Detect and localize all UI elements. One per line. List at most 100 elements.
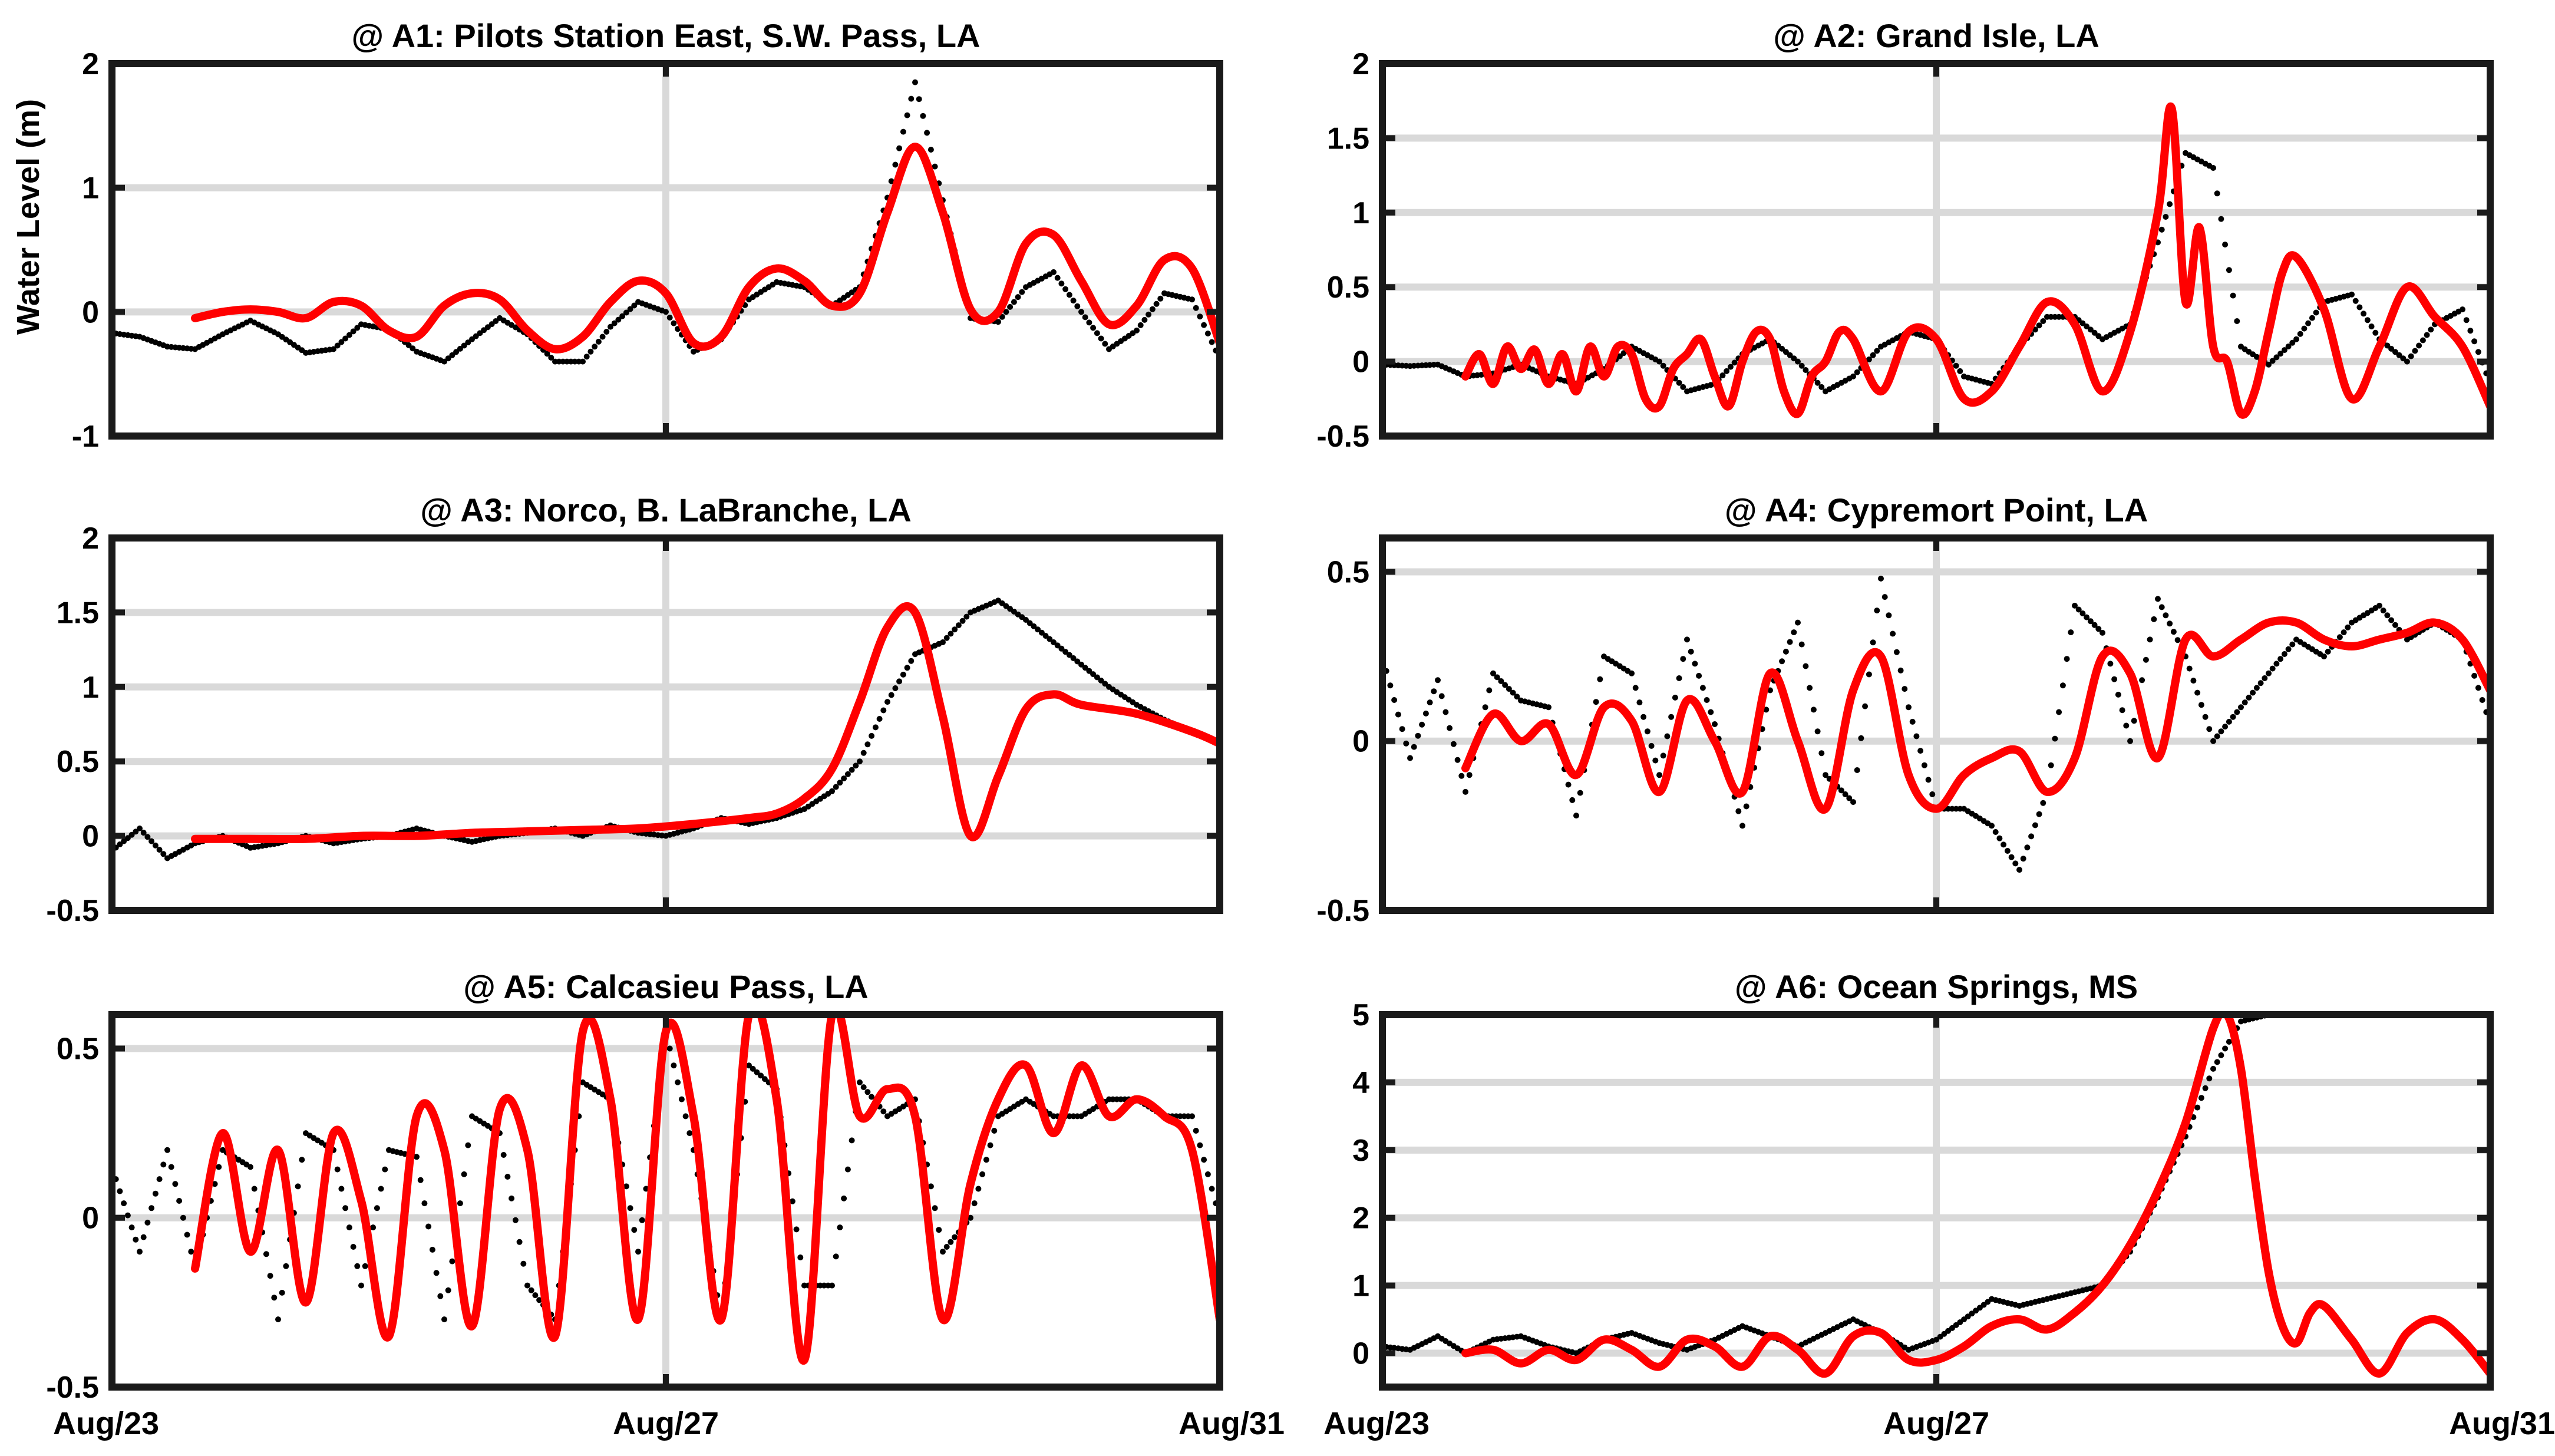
y-tick-label: 0 [82, 1201, 99, 1236]
data-point [888, 178, 894, 184]
data-point [453, 349, 460, 355]
y-tick-label: 0.5 [57, 745, 99, 779]
series-modeled [191, 1015, 1220, 1365]
chart-panel-2: -0.5 0 0.5 1 1.5 2 @ A2: Grand Isle, LA [1316, 17, 2494, 454]
data-point [2139, 677, 2145, 684]
data-point [2107, 661, 2114, 667]
data-point [844, 1166, 851, 1173]
data-point [2028, 833, 2035, 840]
y-tick-label: 1 [1352, 196, 1369, 230]
data-point [1431, 688, 1437, 695]
data-point [429, 1246, 435, 1253]
data-point [1094, 330, 1100, 336]
data-point [2266, 361, 2272, 368]
data-point [1466, 772, 1473, 778]
x-tick-label: Aug/27 [1883, 1406, 1989, 1441]
data-point [1157, 295, 1164, 302]
data-point [2463, 317, 2470, 323]
data-point [1062, 649, 1069, 655]
data-point [1141, 316, 1148, 323]
data-point [1003, 309, 1009, 315]
data-point [1209, 1186, 1215, 1192]
data-point [504, 1174, 511, 1180]
data-point [350, 328, 356, 335]
data-point [1810, 706, 1817, 713]
data-point [952, 626, 958, 633]
data-point [1007, 303, 1014, 310]
data-point [1209, 339, 1215, 345]
series-line [1461, 616, 2490, 814]
chart-panel-3: -0.5 0 0.5 1 1.5 2 @ A3: Norco, B. LaBranche, … [46, 491, 1223, 928]
data-point [2388, 617, 2395, 623]
series-modeled [191, 143, 1220, 354]
data-point [1779, 345, 1785, 352]
data-point [880, 707, 887, 714]
x-tick-label: Aug/23 [53, 1406, 159, 1441]
data-point [963, 613, 970, 620]
data-point [592, 344, 598, 350]
data-point [1870, 352, 1876, 358]
data-point [869, 1094, 875, 1100]
y-tick-label: 0 [1352, 725, 1369, 759]
data-point [2313, 309, 2319, 316]
data-point [849, 1137, 855, 1144]
data-point [2392, 349, 2398, 355]
data-point [1767, 687, 1773, 694]
data-point [635, 1249, 641, 1255]
data-point [457, 345, 463, 352]
data-point [797, 1254, 804, 1260]
data-point [2277, 351, 2284, 357]
data-point [932, 1205, 938, 1211]
data-point [382, 1166, 388, 1173]
data-point [1953, 362, 1959, 369]
data-point [948, 630, 954, 637]
data-point [860, 750, 867, 756]
data-point [849, 767, 855, 773]
data-point [833, 1253, 839, 1260]
data-point [1078, 309, 1084, 315]
data-point [876, 716, 883, 722]
data-point [1862, 703, 1869, 709]
data-point [370, 1224, 377, 1231]
data-point [2087, 618, 2094, 625]
data-point [405, 342, 412, 348]
data-point [678, 1096, 685, 1102]
data-point [1909, 718, 1916, 725]
data-point [2356, 304, 2363, 311]
data-point [2087, 326, 2094, 333]
data-point [615, 316, 622, 323]
data-point [959, 618, 966, 624]
data-point [1858, 735, 1864, 741]
data-point [2416, 342, 2422, 349]
data-point [1992, 829, 1999, 835]
data-point [872, 724, 879, 731]
data-point [536, 1297, 543, 1303]
data-point [128, 831, 135, 838]
data-point [1929, 791, 1936, 797]
data-point [880, 1108, 887, 1115]
data-point [2222, 1045, 2229, 1052]
data-point [829, 788, 835, 794]
data-point [160, 1161, 167, 1168]
data-point [1042, 633, 1049, 639]
data-point [2285, 646, 2292, 652]
data-point [425, 1223, 432, 1230]
data-point [671, 1062, 677, 1069]
series-modeled [191, 602, 1220, 844]
data-point [124, 835, 131, 841]
data-point [631, 1227, 638, 1233]
data-point [1743, 803, 1749, 810]
data-point [1803, 663, 1809, 669]
data-point [2230, 292, 2236, 299]
data-point [1672, 694, 1678, 701]
data-point [675, 1079, 681, 1085]
data-point [2056, 709, 2062, 715]
data-point [904, 665, 910, 671]
data-point [2281, 347, 2287, 354]
data-point [299, 1157, 305, 1163]
data-point [449, 352, 455, 358]
data-point [516, 1239, 523, 1245]
data-point [2269, 665, 2276, 672]
data-point [1134, 327, 1140, 334]
data-point [1438, 693, 1445, 699]
